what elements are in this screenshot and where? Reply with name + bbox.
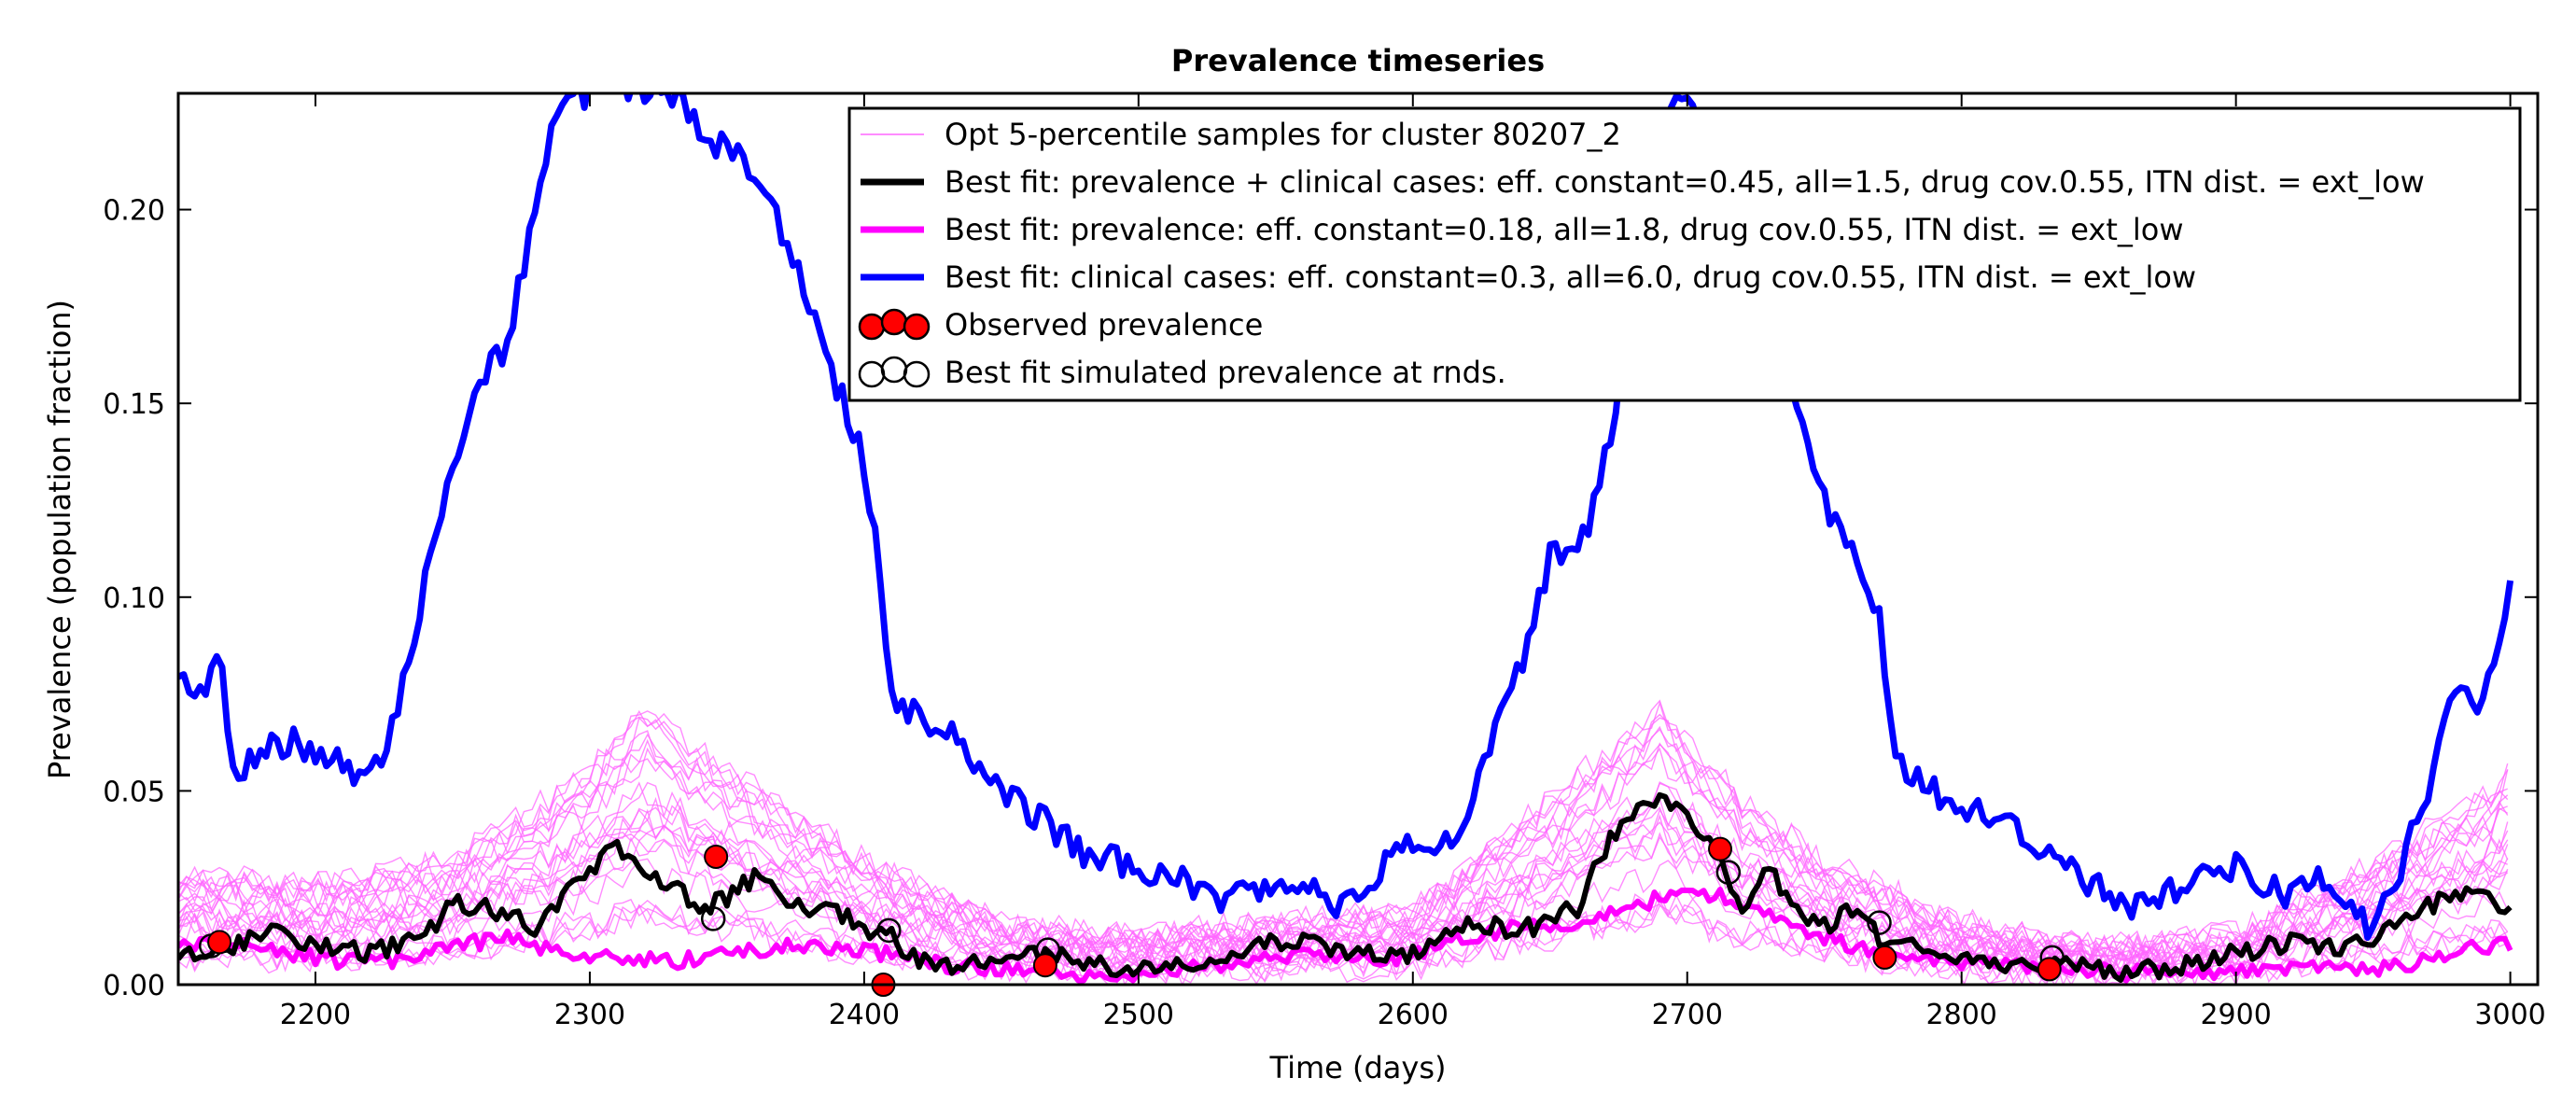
sample-trajectory (178, 713, 2509, 959)
simulated-prevalence-point (1715, 860, 1742, 885)
x-tick-label: 2300 (554, 999, 625, 1031)
x-tick-label: 2700 (1652, 999, 1723, 1031)
observed-prevalence-point (1032, 953, 1057, 978)
chart-title: Prevalence timeseries (1171, 43, 1545, 78)
y-tick-label: 0.05 (103, 776, 165, 808)
observed-prevalence-point (207, 930, 232, 955)
legend-swatch-marker (903, 313, 931, 341)
series-line-0 (178, 93, 2514, 941)
y-tick-label: 0.10 (103, 582, 165, 615)
x-tick-label: 2200 (280, 999, 351, 1031)
legend-label: Observed prevalence (945, 307, 1263, 343)
legend-label: Best fit: prevalence: eff. constant=0.18… (945, 212, 2184, 247)
series-line-1 (178, 791, 2513, 983)
sample-trajectory (178, 747, 2509, 969)
x-tick-label: 3000 (2474, 999, 2545, 1031)
y-tick-label: 0.00 (103, 970, 165, 1002)
observed-prevalence-point (704, 844, 729, 869)
y-axis-label: Prevalence (population fraction) (42, 300, 77, 779)
x-tick-label: 2900 (2200, 999, 2271, 1031)
simulated-prevalence-point (700, 906, 726, 931)
plot-frame (176, 91, 2540, 987)
markers-group (199, 836, 2065, 997)
observed-prevalence-point (2037, 957, 2062, 982)
legend-entry: Opt 5-percentile samples for cluster 802… (861, 117, 1621, 152)
sample-trajectory (178, 700, 2509, 956)
x-tick-label: 2600 (1378, 999, 1449, 1031)
legend-label: Best fit: clinical cases: eff. constant=… (945, 259, 2196, 295)
x-tick-label: 2400 (829, 999, 900, 1031)
legend-entry: Best fit: prevalence + clinical cases: e… (861, 164, 2425, 200)
legend-swatch-marker (903, 360, 931, 388)
legend-entry: Best fit simulated prevalence at rnds. (858, 355, 1506, 390)
series-lines-group (178, 93, 2514, 984)
simulated-prevalence-point (1867, 910, 1892, 935)
legend-label: Opt 5-percentile samples for cluster 802… (945, 117, 1621, 152)
legend-entry: Best fit: prevalence: eff. constant=0.18… (861, 212, 2184, 247)
sample-trajectory (178, 725, 2509, 968)
y-tick-label: 0.20 (103, 195, 165, 228)
legend: Opt 5-percentile samples for cluster 802… (847, 106, 2522, 402)
x-tick-label: 2500 (1103, 999, 1174, 1031)
legend-label: Best fit: prevalence + clinical cases: e… (945, 164, 2425, 200)
observed-prevalence-point (1872, 945, 1897, 970)
legend-label: Best fit simulated prevalence at rnds. (945, 355, 1506, 390)
sample-trajectory (178, 808, 2508, 976)
legend-box (847, 106, 2522, 402)
legend-swatch-marker (880, 308, 908, 336)
legend-swatch-marker (858, 313, 886, 341)
x-tick-label: 2800 (1926, 999, 1997, 1031)
axis-ticks-group: 2200 2300 2400 2500 2600 2700 2800 2900 3000 0.00… (103, 93, 2546, 1031)
legend-entry: Best fit: clinical cases: eff. constant=… (861, 259, 2196, 295)
y-tick-label: 0.15 (103, 388, 165, 421)
sample-trajectory (178, 699, 2509, 961)
simulated-prevalence-point (876, 917, 902, 944)
observed-prevalence-point (1708, 836, 1733, 861)
x-axis-label: Time (days) (1269, 1050, 1447, 1085)
legend-entry: Observed prevalence (858, 307, 1263, 343)
